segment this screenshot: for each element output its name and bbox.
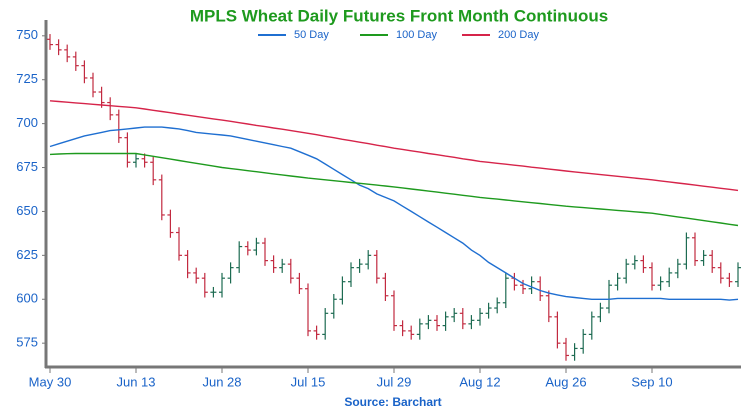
legend-label: 100 Day <box>396 29 437 41</box>
x-tick-label: Jun 28 <box>202 374 241 389</box>
y-tick-label: 575 <box>16 335 38 350</box>
x-tick-label: Jun 13 <box>116 374 155 389</box>
y-tick-label: 650 <box>16 203 38 218</box>
x-tick-label: Jul 15 <box>291 374 326 389</box>
y-tick-label: 600 <box>16 291 38 306</box>
x-tick-label: Sep 10 <box>631 374 672 389</box>
moving-average-line <box>49 152 739 227</box>
source: Source: Barchart <box>344 395 441 409</box>
x-tick-label: May 30 <box>29 374 72 389</box>
x-tick-label: Jul 29 <box>377 374 412 389</box>
x-tick-label: Aug 26 <box>545 374 586 389</box>
y-tick-label: 700 <box>16 115 38 130</box>
y-tick-label: 625 <box>16 247 38 262</box>
y-tick-label: 675 <box>16 159 38 174</box>
moving-average-line <box>49 100 739 192</box>
chart-title: MPLS Wheat Daily Futures Front Month Con… <box>190 6 608 25</box>
x-tick-label: Aug 12 <box>459 374 500 389</box>
moving-average-line <box>49 126 739 301</box>
legend-label: 200 Day <box>498 29 539 41</box>
legend-label: 50 Day <box>294 29 329 41</box>
y-tick-label: 725 <box>16 71 38 86</box>
y-tick-label: 750 <box>16 27 38 42</box>
